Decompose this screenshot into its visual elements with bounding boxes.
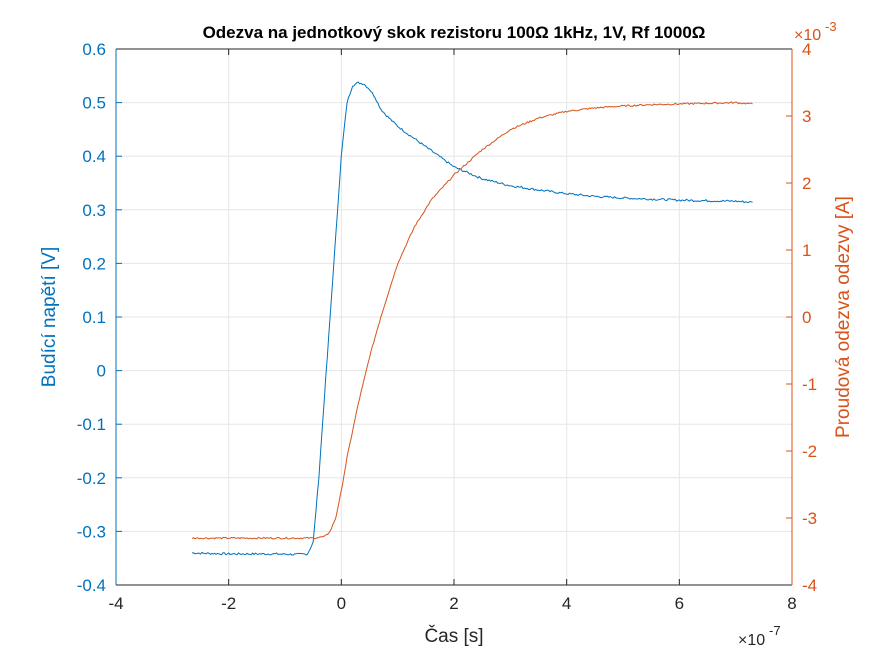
x-exponent-label: ×10 -7: [738, 623, 781, 649]
x-exponent-base: ×10: [738, 632, 765, 649]
y-right-tick-label: 0: [802, 308, 811, 327]
y-left-tick-label: -0.1: [77, 415, 106, 434]
y-left-tick-label: -0.2: [77, 469, 106, 488]
y-right-tick-label: -1: [802, 375, 817, 394]
y-left-tick-label: -0.4: [77, 576, 106, 595]
x-tick-label: 6: [675, 594, 684, 613]
y-right-tick-label: -2: [802, 442, 817, 461]
series-line-left: [192, 81, 753, 556]
x-tick-label: 4: [562, 594, 571, 613]
x-tick-label: 0: [337, 594, 346, 613]
y-left-tick-label: 0.2: [82, 254, 106, 273]
y-right-tick-label: 1: [802, 241, 811, 260]
y-left-tick-label: 0.6: [82, 40, 106, 59]
y-right-exponent-label: ×10 -3: [794, 19, 837, 44]
y-left-tick-label: 0: [97, 362, 106, 381]
y-right-tick-label: -4: [802, 576, 817, 595]
y-axis-label-right: Proudová odezva odezvy [A]: [833, 196, 854, 438]
y-axis-label-left: Budící napětí [V]: [39, 247, 60, 387]
y-right-exponent-power: -3: [825, 19, 837, 34]
y-right-tick-label: 3: [802, 107, 811, 126]
axes-layer: -4 -2 0 2 4 6 8 0.6 0.5 0.4 0.3 0.2 0.1 0 -0.1 -0.2 -0.3…: [77, 40, 817, 613]
x-tick-label: 2: [449, 594, 458, 613]
x-tick-label: -2: [221, 594, 236, 613]
y-left-tick-label: 0.3: [82, 201, 106, 220]
x-axis-label: Čas [s]: [424, 625, 483, 647]
x-tick-label: 8: [787, 594, 796, 613]
x-exponent-power: -7: [769, 623, 781, 638]
y-left-tick-label: 0.1: [82, 308, 106, 327]
chart-title: Odezva na jednotkový skok rezistoru 100Ω…: [203, 23, 706, 42]
y-left-tick-label: 0.5: [82, 94, 106, 113]
y-left-tick-label: -0.3: [77, 522, 106, 541]
y-right-tick-label: 4: [802, 40, 811, 59]
series-line-right: [191, 101, 753, 540]
x-tick-label: -4: [108, 594, 123, 613]
y-right-tick-label: -3: [802, 509, 817, 528]
y-right-tick-label: 2: [802, 174, 811, 193]
y-right-exponent-base: ×10: [794, 27, 821, 44]
series-layer: [191, 81, 753, 556]
y-left-tick-label: 0.4: [82, 147, 106, 166]
